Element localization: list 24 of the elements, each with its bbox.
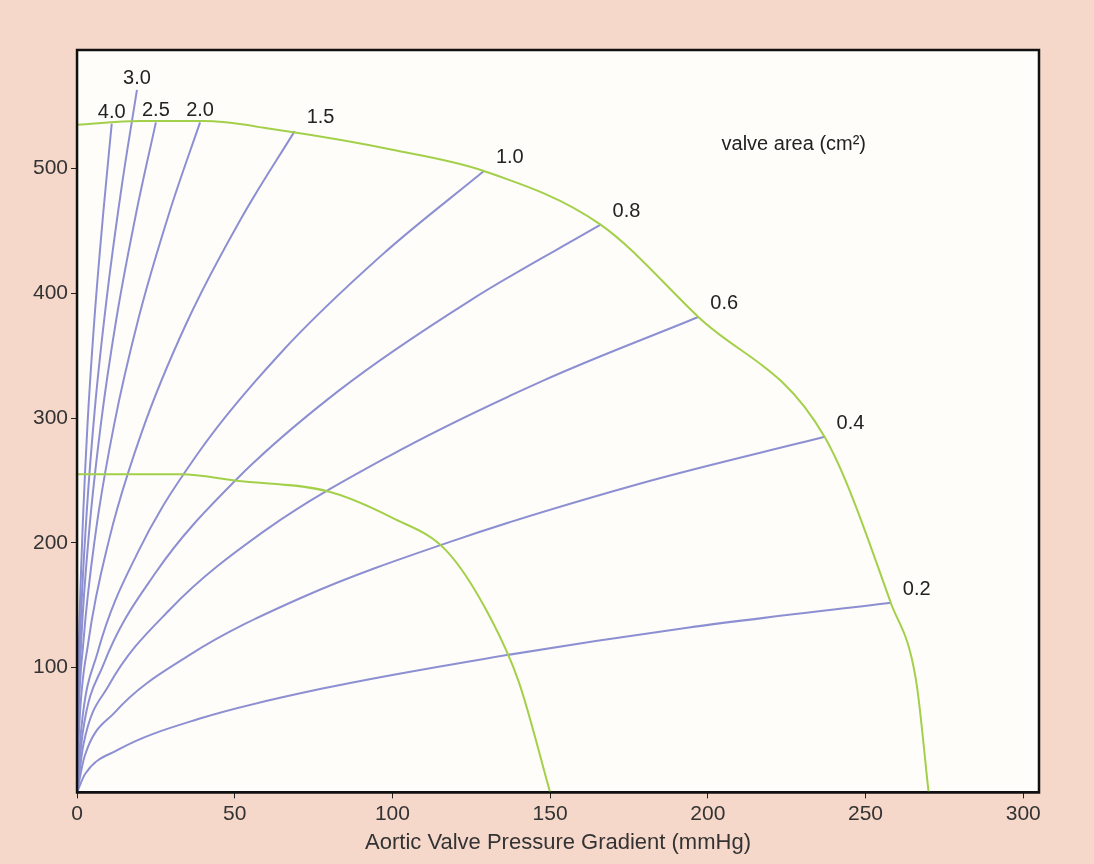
x-tick-label: 150: [532, 800, 568, 824]
y-tick-label: 100: [32, 654, 69, 678]
series-label: 0.4: [836, 410, 865, 433]
series-label: 0.6: [710, 291, 739, 314]
series-label: 2.5: [141, 98, 170, 121]
x-tick-label: 200: [690, 800, 726, 824]
x-tick-label: 250: [848, 800, 884, 824]
series-label: 1.5: [306, 105, 335, 128]
x-tick-label: 100: [374, 800, 410, 824]
y-tick-label: 300: [32, 404, 69, 428]
series-label: 4.0: [97, 99, 126, 122]
x-tick-label: 0: [71, 800, 83, 824]
series-label: 2.0: [186, 98, 214, 121]
y-tick-label: 200: [32, 529, 69, 553]
series-label: 0.8: [612, 198, 641, 221]
series-label: 3.0: [123, 65, 151, 88]
series-label: 1.0: [495, 145, 524, 168]
y-tick-label: 500: [32, 155, 69, 179]
series-label: 0.2: [902, 576, 931, 599]
x-axis-title: Aortic Valve Pressure Gradient (mmHg): [365, 828, 751, 854]
annotation: valve area (cm²): [721, 132, 867, 154]
x-tick-label: 50: [223, 800, 247, 824]
y-tick-label: 400: [32, 280, 69, 304]
x-tick-label: 300: [1005, 800, 1041, 824]
